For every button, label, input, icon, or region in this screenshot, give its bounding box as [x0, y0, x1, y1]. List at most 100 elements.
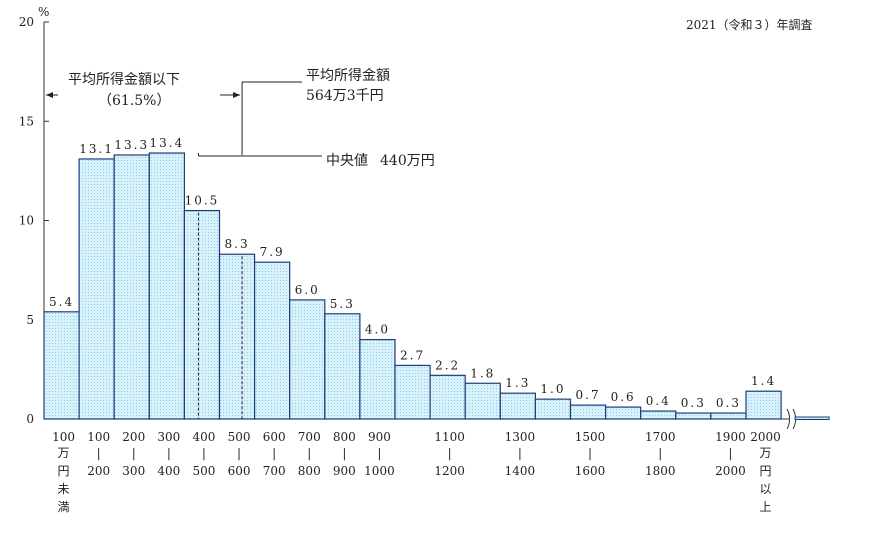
- x-tick-label-bottom: 1400: [505, 464, 536, 478]
- y-tick-label: 15: [19, 114, 34, 128]
- bar: [148, 152, 186, 420]
- x-tick-label-top: 1500: [575, 430, 606, 444]
- bar-value-label: 0.6: [611, 390, 636, 404]
- bar: [499, 392, 536, 420]
- median-label: 中央値: [326, 153, 368, 169]
- bar: [359, 339, 396, 420]
- bar-value-label: 2.2: [435, 358, 460, 372]
- x-tick-label-bottom: 円: [760, 464, 772, 478]
- bar: [745, 390, 782, 420]
- x-tick-label-top: 300: [157, 430, 180, 444]
- bar-value-label: 13.3: [114, 138, 149, 152]
- x-tick-label-extra: 以: [760, 482, 772, 496]
- y-tick-label: 0: [26, 412, 34, 426]
- bar-value-label: 7.9: [260, 245, 285, 259]
- x-tick-label-extra: 未: [58, 482, 70, 496]
- x-tick-label-extra: 上: [760, 500, 772, 514]
- bar: [429, 374, 466, 420]
- x-tick-label-mid: |: [167, 446, 171, 460]
- survey-year-label: 2021（令和３）年調査: [686, 18, 813, 32]
- y-tick-label: 5: [26, 313, 34, 327]
- x-tick-label-top: 2000: [750, 430, 781, 444]
- bar: [569, 404, 607, 420]
- x-tick-label-mid: |: [658, 446, 662, 460]
- range-arrow-right-head: [233, 92, 241, 98]
- bar-value-label: 13.1: [79, 142, 114, 156]
- bar-value-label: 4.0: [365, 323, 390, 337]
- y-tick-label: 10: [19, 214, 34, 228]
- bar: [675, 412, 712, 420]
- y-axis-unit: %: [38, 5, 49, 19]
- x-tick-label-top: 1100: [434, 430, 465, 444]
- x-tick-label-bottom: 1600: [575, 464, 606, 478]
- x-tick-label-top: 600: [263, 430, 286, 444]
- bar: [640, 410, 677, 420]
- x-tick-label-bottom: 700: [263, 464, 286, 478]
- axis-continuation-bar: [794, 416, 830, 420]
- x-tick-label-top: 1900: [715, 430, 746, 444]
- median-value: 440万円: [380, 153, 435, 169]
- bar: [710, 412, 747, 420]
- x-tick-label-mid: 万: [58, 446, 70, 460]
- bar-value-label: 5.4: [49, 295, 74, 309]
- bar-value-label: 13.4: [149, 136, 184, 150]
- x-tick-label-extra: 満: [58, 500, 70, 514]
- x-tick-label-bottom: 600: [228, 464, 251, 478]
- x-tick-label-top: 200: [122, 430, 145, 444]
- x-tick-label-bottom: 500: [192, 464, 215, 478]
- bar: [534, 398, 572, 420]
- bar: [113, 154, 150, 420]
- average-income-value: 564万3千円: [306, 88, 384, 104]
- x-tick-label-bottom: 円: [58, 464, 70, 478]
- x-tick-label-bottom: 1800: [645, 464, 676, 478]
- bar-value-label: 0.4: [646, 394, 671, 408]
- bar: [78, 158, 115, 420]
- below-average-percent: （61.5%）: [98, 93, 171, 109]
- x-tick-label-mid: |: [237, 446, 241, 460]
- x-tick-label-top: 500: [228, 430, 251, 444]
- x-tick-label-mid: |: [448, 446, 452, 460]
- x-tick-label-bottom: 200: [87, 464, 110, 478]
- bar-value-label: 10.5: [185, 194, 220, 208]
- x-tick-label-top: 1300: [505, 430, 536, 444]
- x-tick-label-top: 700: [298, 430, 321, 444]
- x-tick-label-mid: |: [518, 446, 522, 460]
- x-tick-label-top: 100: [87, 430, 110, 444]
- bar-value-label: 1.4: [751, 374, 776, 388]
- x-tick-label-mid: |: [342, 446, 346, 460]
- x-tick-label-bottom: 300: [122, 464, 145, 478]
- x-tick-label-top: 400: [192, 430, 215, 444]
- bar: [254, 261, 291, 420]
- y-tick-label: 20: [19, 15, 34, 29]
- x-tick-label-mid: |: [202, 446, 206, 460]
- bar-value-label: 1.0: [540, 382, 565, 396]
- x-tick-label-top: 900: [368, 430, 391, 444]
- x-tick-label-bottom: 900: [333, 464, 356, 478]
- bar-value-label: 1.3: [505, 376, 530, 390]
- bar: [604, 406, 642, 420]
- x-tick-label-mid: |: [377, 446, 381, 460]
- bar-value-label: 0.3: [716, 396, 741, 410]
- x-tick-label-bottom: 800: [298, 464, 321, 478]
- bar-value-label: 8.3: [225, 237, 250, 251]
- bar-value-label: 0.7: [576, 388, 601, 402]
- bar-value-label: 1.8: [470, 366, 495, 380]
- bar: [324, 313, 361, 420]
- bar: [289, 299, 326, 420]
- x-tick-label-mid: |: [97, 446, 101, 460]
- x-tick-label-bottom: 400: [157, 464, 180, 478]
- x-tick-label-bottom: 1200: [434, 464, 465, 478]
- range-arrow-left-head: [46, 92, 53, 98]
- bar-value-label: 5.3: [330, 297, 355, 311]
- x-tick-label-bottom: 2000: [715, 464, 746, 478]
- bar: [394, 364, 431, 420]
- x-tick-label-mid: 万: [760, 446, 772, 460]
- x-tick-label-bottom: 1000: [364, 464, 395, 478]
- x-tick-label-top: 800: [333, 430, 356, 444]
- bar: [464, 382, 501, 420]
- x-tick-label-top: 100: [52, 430, 75, 444]
- bar: [218, 253, 256, 420]
- below-average-label: 平均所得金額以下: [68, 72, 180, 88]
- bar-value-label: 6.0: [295, 283, 320, 297]
